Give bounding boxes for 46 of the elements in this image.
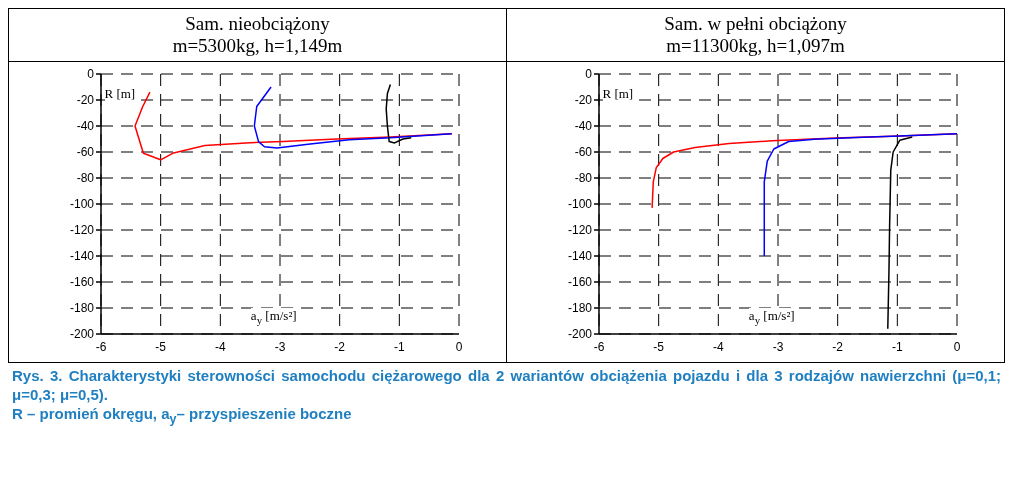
y-tick-label: -160 (69, 275, 94, 290)
y-tick-label: -100 (567, 197, 592, 212)
y-tick-label: -200 (567, 327, 592, 342)
x-tick-label: -2 (333, 339, 345, 354)
y-tick-label: -60 (76, 145, 94, 160)
y-tick-label: 0 (86, 67, 94, 82)
y-tick-label: -180 (69, 301, 94, 316)
x-axis-title: a$_{y}$ [m/s²] (250, 308, 297, 326)
x-tick-label: -2 (831, 339, 843, 354)
y-tick-label: -40 (76, 119, 94, 134)
x-tick-label: -4 (214, 339, 226, 354)
chart-title: Sam. w pełni obciążony (663, 13, 848, 35)
y-tick-label: -20 (574, 93, 592, 108)
x-tick-label: -6 (593, 339, 605, 354)
x-tick-label: -3 (772, 339, 784, 354)
chart-subtitle: m=11300kg, h=1,097m (665, 35, 846, 57)
x-tick-label: -5 (154, 339, 166, 354)
y-tick-label: -80 (574, 171, 592, 186)
chart-subtitle: m=5300kg, h=1,149m (171, 35, 344, 57)
y-tick-label: -180 (567, 301, 592, 316)
text: R – promień okręgu, a$_{y}$– przyspieszenie boczne (12, 405, 352, 426)
y-tick-label: -160 (567, 275, 592, 290)
y-tick-label: -100 (69, 197, 94, 212)
y-tick-label: -120 (567, 223, 592, 238)
x-tick-label: 0 (953, 339, 961, 354)
x-tick-label: -6 (95, 339, 107, 354)
x-tick-label: -1 (393, 339, 405, 354)
y-tick-label: -40 (574, 119, 592, 134)
y-tick-label: -60 (574, 145, 592, 160)
y-axis-title: R [m] (602, 86, 634, 101)
x-tick-label: 0 (455, 339, 463, 354)
y-tick-label: -200 (69, 327, 94, 342)
y-tick-label: -120 (69, 223, 94, 238)
y-tick-label: -140 (567, 249, 592, 264)
y-tick-label: 0 (584, 67, 592, 82)
x-axis-title: a$_{y}$ [m/s²] (748, 308, 795, 326)
y-tick-label: -20 (76, 93, 94, 108)
x-tick-label: -1 (891, 339, 903, 354)
chart-title: Sam. nieobciążony (184, 13, 331, 35)
x-tick-label: -5 (652, 339, 664, 354)
y-axis-title: R [m] (104, 86, 136, 101)
y-tick-label: -140 (69, 249, 94, 264)
x-tick-label: -3 (274, 339, 286, 354)
text: Rys. 3. Charakterystyki sterowności samochodu ciężarowego dla 2 wariantów obciążenia pojazdu i dla 3 rodzajów nawierzchni (μ=0,1; μ=0,3; μ=0,5). (12, 367, 1001, 403)
x-tick-label: -4 (712, 339, 724, 354)
y-tick-label: -80 (76, 171, 94, 186)
